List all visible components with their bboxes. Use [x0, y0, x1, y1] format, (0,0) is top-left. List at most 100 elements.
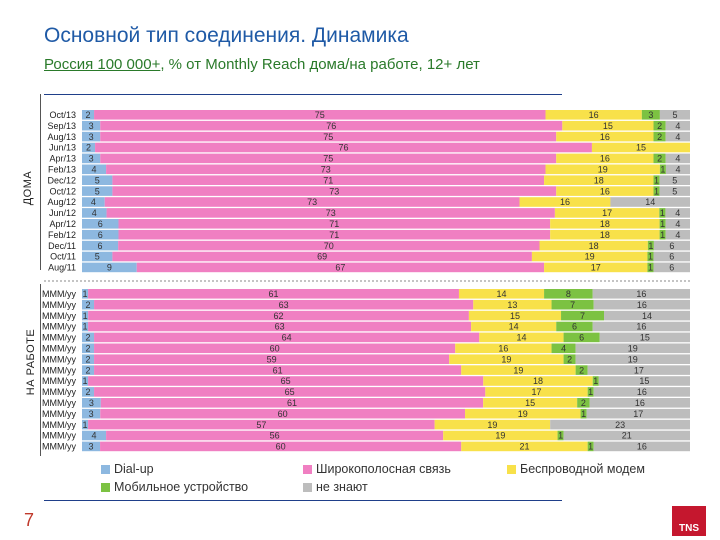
data-label-wireless: 19 [518, 409, 528, 419]
data-label-unknown: 6 [669, 252, 674, 262]
bar-segment-unknown [598, 376, 690, 386]
subtitle-description: , % от Monthly Reach дома/на работе, 12+… [160, 56, 480, 73]
category-label-work: MMM/yy [42, 322, 76, 332]
category-label-home: Apr/13 [49, 154, 76, 164]
data-label-mobile: 7 [570, 300, 575, 310]
bar-segment-dialup [82, 289, 89, 299]
bar-segment-unknown [665, 120, 690, 131]
data-label-dialup: 1 [83, 311, 88, 321]
category-label-home: Jun/13 [49, 143, 76, 153]
bar-segment-wireless [556, 153, 654, 164]
data-label-wireless: 19 [585, 252, 595, 262]
slide-subtitle: Россия 100 000+, % от Monthly Reach дома… [44, 56, 480, 73]
bar-segment-unknown [665, 229, 690, 240]
bar-segment-unknown [653, 251, 690, 262]
category-label-home: Dec/11 [48, 241, 76, 251]
legend-swatch-mobile [101, 483, 110, 492]
data-label-mobile: 2 [567, 354, 572, 364]
data-label-mobile: 8 [566, 289, 571, 299]
data-label-mobile: 1 [654, 186, 659, 196]
data-label-unknown: 19 [628, 354, 638, 364]
data-label-dialup: 2 [86, 333, 91, 343]
data-label-wireless: 14 [497, 289, 507, 299]
bar-segment-mobile [561, 310, 605, 321]
bar-segment-wireless [591, 142, 690, 153]
bar-segment-mobile [653, 131, 666, 142]
data-label-dialup: 5 [95, 186, 100, 196]
bar-segment-dialup [82, 208, 107, 218]
bar-segment-unknown [575, 343, 690, 354]
data-label-unknown: 16 [637, 442, 647, 452]
data-label-unknown: 21 [622, 431, 632, 441]
data-label-broadband: 75 [315, 110, 325, 120]
bar-segment-broadband [94, 299, 474, 310]
data-label-mobile: 6 [572, 322, 577, 332]
bar-segment-mobile [575, 365, 588, 375]
data-label-dialup: 3 [89, 398, 94, 408]
bar-segment-mobile [592, 376, 599, 386]
bar-segment-broadband [112, 186, 557, 196]
bar-segment-dialup [82, 197, 105, 207]
data-label-broadband: 63 [275, 322, 285, 332]
data-label-broadband: 64 [282, 333, 292, 343]
data-label-mobile: 2 [657, 154, 662, 164]
bar-segment-broadband [94, 354, 450, 364]
bar-segment-unknown [586, 408, 690, 419]
data-label-mobile: 1 [660, 165, 665, 175]
legend-item-mobile: Мобильное устройство [101, 480, 248, 494]
data-label-unknown: 4 [675, 154, 680, 164]
category-label-work: MMM/yy [42, 431, 76, 441]
data-label-wireless: 17 [531, 387, 541, 397]
bar-segment-wireless [461, 441, 588, 452]
bar-segment-dialup [82, 332, 95, 343]
bar-segment-mobile [647, 262, 654, 273]
tns-logo: TNS [672, 506, 706, 536]
bar-segment-mobile [653, 120, 666, 131]
category-label-work: MMM/yy [42, 344, 76, 354]
bar-segment-dialup [82, 251, 113, 262]
data-label-wireless: 14 [509, 322, 519, 332]
bar-segment-broadband [94, 332, 480, 343]
data-label-wireless: 21 [519, 442, 529, 452]
bar-segment-broadband [94, 365, 462, 375]
data-label-dialup: 1 [83, 376, 88, 386]
data-label-unknown: 4 [675, 121, 680, 131]
category-label-home: Aug/11 [48, 263, 76, 273]
bar-segment-broadband [100, 441, 462, 452]
data-label-unknown: 17 [633, 409, 643, 419]
data-label-dialup: 3 [89, 154, 94, 164]
data-label-unknown: 4 [675, 165, 680, 175]
bar-segment-wireless [556, 186, 654, 196]
data-label-dialup: 6 [98, 230, 103, 240]
data-label-dialup: 6 [98, 241, 103, 251]
data-label-dialup: 3 [89, 121, 94, 131]
data-label-mobile: 3 [648, 110, 653, 120]
data-label-unknown: 5 [672, 110, 677, 120]
data-label-wireless: 15 [636, 143, 646, 153]
category-label-work: MMM/yy [42, 289, 76, 299]
bar-segment-unknown [575, 354, 690, 364]
bar-segment-wireless [455, 343, 552, 354]
bar-segment-dialup [82, 343, 95, 354]
data-label-broadband: 56 [270, 431, 280, 441]
bar-segment-unknown [665, 131, 690, 142]
data-label-wireless: 18 [600, 230, 610, 240]
bar-segment-dialup [82, 110, 95, 120]
bar-segment-dialup [82, 186, 113, 196]
data-label-mobile: 2 [581, 398, 586, 408]
data-label-dialup: 4 [91, 197, 96, 207]
category-label-home: Sep/13 [47, 121, 76, 131]
bar-segment-wireless [449, 354, 564, 364]
bar-segment-dialup [82, 229, 119, 240]
data-label-mobile: 1 [660, 219, 665, 229]
bar-segment-dialup [82, 153, 101, 164]
category-label-work: MMM/yy [42, 376, 76, 386]
bar-segment-broadband [106, 208, 555, 218]
data-label-broadband: 75 [323, 154, 333, 164]
legend-item-broadband: Широкополосная связь [303, 462, 451, 476]
data-label-broadband: 65 [285, 387, 295, 397]
bar-segment-broadband [94, 387, 486, 397]
bar-segment-broadband [112, 175, 545, 185]
bar-segment-unknown [659, 110, 690, 120]
data-label-mobile: 1 [558, 431, 563, 441]
